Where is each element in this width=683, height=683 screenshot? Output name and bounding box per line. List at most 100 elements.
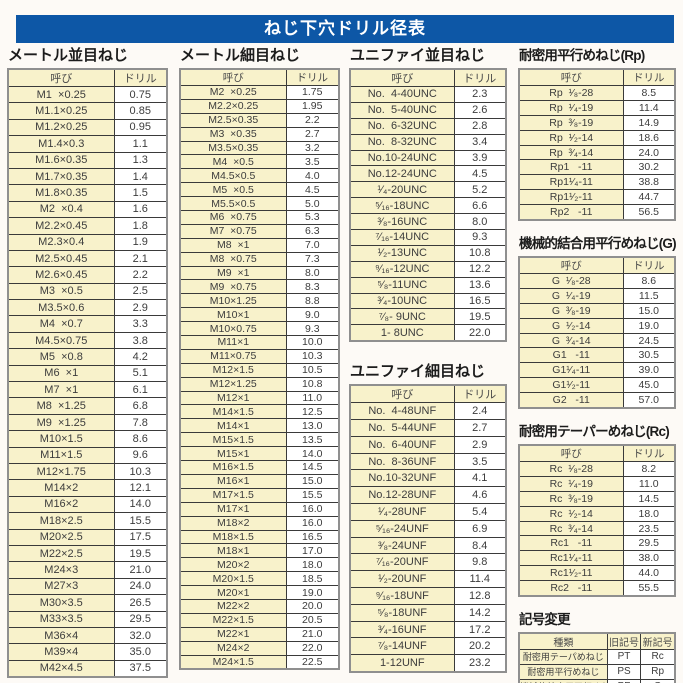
value-cell: 6.8	[113, 397, 168, 415]
thread-name-cell: Rp ³⁄₈-19	[518, 114, 624, 131]
value-cell: 10.8	[453, 244, 507, 262]
table-row: M42×4.5 37.5	[7, 659, 168, 678]
value-cell: 11.4	[622, 99, 676, 116]
table-row: G1¹⁄₂-11 45.0	[518, 377, 676, 394]
value-cell: 38.8	[622, 174, 676, 191]
table-row: G1¹⁄₄-11 39.0	[518, 362, 676, 379]
table-row: No. 5-40UNC 2.6	[349, 101, 507, 119]
value-cell: 7.3	[285, 251, 340, 267]
thread-name-cell: M6 ×0.75	[179, 210, 287, 225]
value-cell: 5.0	[285, 196, 340, 212]
value-cell: 14.9	[622, 114, 676, 131]
value-cell: 13.5	[285, 432, 340, 448]
table-row: M1.7×0.35 1.4	[7, 167, 168, 186]
thread-name-cell: M2 ×0.4	[7, 200, 115, 219]
rp-parallel-section: 耐密用平行めねじ(Rp) 呼び ドリル Rp ¹⁄₈-28 8.5 Rp ¹⁄₄-19 11…	[518, 46, 676, 222]
value-cell: 8.8	[285, 293, 340, 309]
table-row: M30×3.5 26.5	[7, 594, 168, 612]
table-row: M11×0.75 10.3	[179, 348, 340, 364]
column-header: 呼び	[179, 68, 287, 86]
column-metric-fine: メートル細目ねじ 呼び ドリル M2 ×0.25 1.75 M2.2×0.25 1.95 M2…	[179, 46, 340, 671]
thread-name-cell: G2 -11	[518, 392, 624, 409]
value-cell: 15.0	[285, 473, 340, 489]
thread-name-cell: M5 ×0.8	[7, 348, 115, 366]
value-cell: 10.0	[285, 335, 340, 350]
value-cell: Rc	[640, 649, 676, 665]
symbol-change-table: 種類旧記号新記号耐密用テーパめねじPTRc耐密用平行めねじPSRp機械的結合用平…	[518, 632, 676, 683]
column-header: ドリル	[622, 444, 676, 463]
value-cell: 29.5	[622, 535, 676, 552]
thread-name-cell: No. 8-36UNF	[349, 452, 455, 471]
thread-name-cell: M10×1.5	[7, 430, 115, 448]
value-cell: 12.5	[285, 404, 340, 420]
table-row: M24×3 21.0	[7, 561, 168, 579]
table-row: Rp ³⁄₄-14 24.0	[518, 144, 676, 161]
column-header: 呼び	[518, 256, 624, 275]
table-row: M16×1.5 14.5	[179, 460, 340, 475]
table-row: M10×0.75 9.3	[179, 321, 340, 337]
header-row: 呼び ドリル	[7, 68, 168, 87]
unified-coarse-table: 呼び ドリル No. 4-40UNC 2.3 No. 5-40UNC 2.6 No. 6-3…	[349, 68, 507, 343]
column-header: 呼び	[349, 384, 455, 404]
thread-name-cell: M11×1	[179, 335, 287, 350]
thread-name-cell: M11×1.5	[7, 446, 115, 464]
thread-name-cell: ³⁄₈-16UNC	[349, 213, 455, 231]
value-cell: 0.75	[113, 85, 168, 104]
table-row: M12×1 11.0	[179, 390, 340, 406]
thread-name-cell: M2.5×0.35	[179, 112, 287, 128]
value-cell: 16.5	[285, 529, 340, 545]
thread-name-cell: No. 5-44UNF	[349, 419, 455, 437]
value-cell: 16.5	[453, 292, 507, 310]
thread-name-cell: M12×1	[179, 390, 287, 406]
table-row: M1 ×0.25 0.75	[7, 85, 168, 104]
value-cell: 2.4	[453, 402, 507, 421]
value-cell: 2.7	[453, 419, 507, 437]
thread-name-cell: M22×1.5	[179, 612, 287, 628]
table-row: G ¹⁄₈-28 8.6	[518, 273, 676, 289]
value-cell: 8.6	[622, 273, 676, 289]
thread-name-cell: M7 ×0.75	[179, 223, 287, 239]
value-cell: 10.8	[285, 376, 340, 392]
g-parallel-table: 呼び ドリル G ¹⁄₈-28 8.6 G ¹⁄₄-19 11.5 G ³⁄₈-19 15.0…	[518, 256, 676, 410]
thread-name-cell: Rp1¹⁄₄-11	[518, 174, 624, 191]
thread-name-cell: M6 ×1	[7, 364, 115, 383]
thread-name-cell: M18×1	[179, 543, 287, 559]
thread-name-cell: M22×2.5	[7, 544, 115, 563]
thread-name-cell: G ³⁄₄-14	[518, 332, 624, 349]
thread-name-cell: Rc ³⁄₈-19	[518, 490, 624, 507]
value-cell: 57.0	[622, 392, 676, 409]
table-row: M14×2 12.1	[7, 479, 168, 497]
value-cell: 11.0	[285, 390, 340, 406]
unified-fine-title: ユニファイ細目ねじ	[350, 363, 486, 381]
value-cell: 1.75	[285, 85, 340, 100]
thread-name-cell: M22×1	[179, 626, 287, 642]
thread-name-cell: No. 6-40UNF	[349, 435, 455, 454]
table-row: M9 ×1.25 7.8	[7, 413, 168, 432]
table-row: ⁷⁄₁₆-14UNC 9.3	[349, 229, 507, 246]
thread-name-cell: M4 ×0.5	[179, 154, 287, 170]
table-row: M2 ×0.4 1.6	[7, 200, 168, 219]
rp-parallel-table: 呼び ドリル Rp ¹⁄₈-28 8.5 Rp ¹⁄₄-19 11.4 Rp ³⁄₈-19 1…	[518, 68, 676, 222]
table-row: M4.5×0.5 4.0	[179, 168, 340, 184]
value-cell: 18.6	[622, 129, 676, 146]
table-row: No. 8-36UNF 3.5	[349, 452, 507, 471]
thread-name-cell: ³⁄₄-10UNC	[349, 292, 455, 310]
table-row: M22×1 21.0	[179, 626, 340, 642]
table-row: M24×1.5 22.5	[179, 654, 340, 670]
table-row: M1.8×0.35 1.5	[7, 184, 168, 202]
table-row: M12×1.25 10.8	[179, 376, 340, 392]
value-cell: 2.9	[113, 299, 168, 317]
thread-name-cell: M18×1.5	[179, 529, 287, 545]
thread-name-cell: M39×4	[7, 643, 115, 661]
header-row: 呼び ドリル	[518, 444, 676, 463]
header-row: 呼び ドリル	[349, 68, 507, 87]
value-cell: 21.0	[113, 561, 168, 579]
table-row: M39×4 35.0	[7, 643, 168, 661]
thread-name-cell: G1¹⁄₂-11	[518, 377, 624, 394]
value-cell: 13.0	[285, 418, 340, 434]
value-cell: 23.5	[622, 520, 676, 537]
value-cell: 2.1	[113, 249, 168, 268]
table-row: ⁵⁄₈-18UNF 14.2	[349, 603, 507, 622]
value-cell: 21.0	[285, 626, 340, 642]
